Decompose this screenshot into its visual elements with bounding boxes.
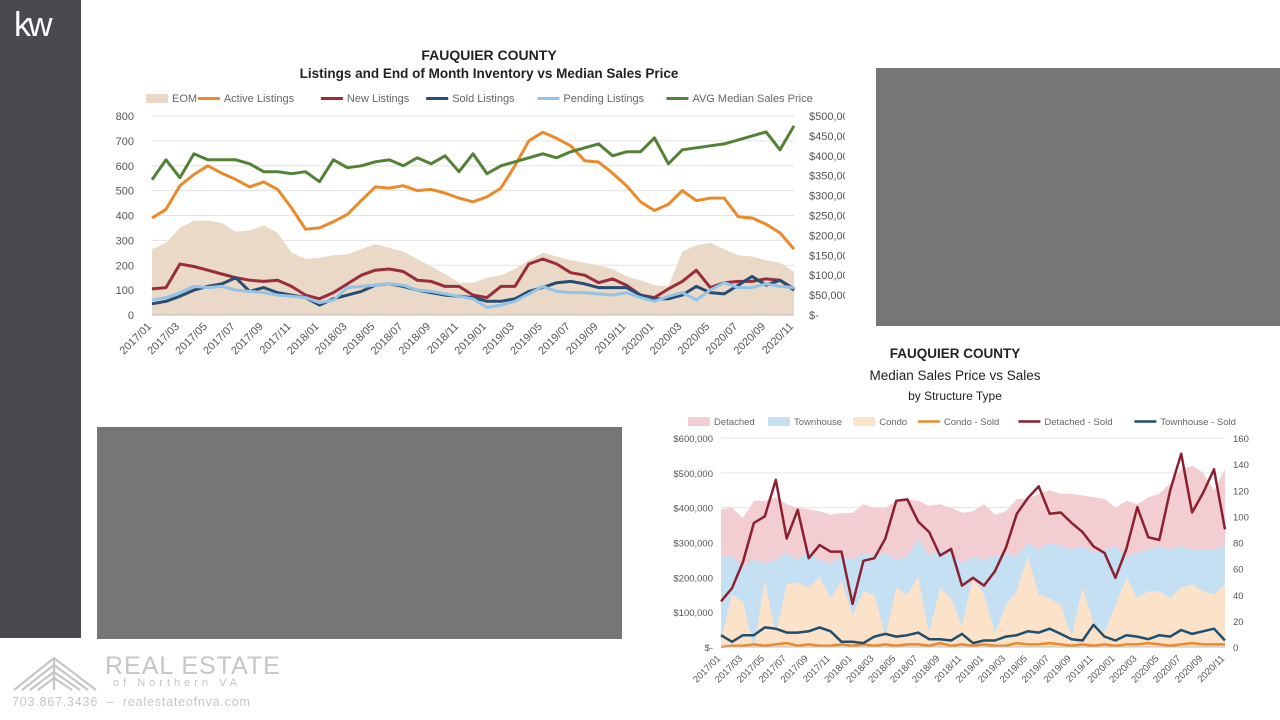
y-right-tick-label: 60 xyxy=(1233,565,1244,576)
y-right-tick-label: 20 xyxy=(1233,617,1244,628)
legend-swatch-detached xyxy=(688,417,710,426)
chart2-title: FAUQUIER COUNTY xyxy=(890,346,1021,361)
legend-label-detached-sold: Detached - Sold xyxy=(1044,417,1112,428)
y-left-tick-label: 500 xyxy=(116,186,134,198)
y-left-tick-label: 800 xyxy=(116,111,134,123)
series-line-detached-sold xyxy=(720,452,1227,606)
chart1-subtitle: Listings and End of Month Inventory vs M… xyxy=(300,66,679,81)
y-right-tick-label: 160 xyxy=(1233,434,1249,445)
y-left-tick-label: 0 xyxy=(128,310,134,322)
y-left-tick-label: 600 xyxy=(116,161,134,173)
legend-swatch-condo xyxy=(853,417,876,426)
chart-listings-inventory: FAUQUIER COUNTY Listings and End of Mont… xyxy=(116,47,845,357)
series-line-condo-sold xyxy=(720,641,1225,649)
chart1-title: FAUQUIER COUNTY xyxy=(421,47,557,63)
y-left-tick-label: $100,000 xyxy=(673,608,713,619)
y-right-tick-label: $150,000 xyxy=(809,250,845,262)
left-sidebar: kw xyxy=(0,0,81,638)
chart2-subtitle2: by Structure Type xyxy=(908,389,1002,403)
legend-label-townhouse: Townhouse xyxy=(794,417,842,428)
y-left-tick-label: 700 xyxy=(116,136,134,148)
y-right-tick-label: $300,000 xyxy=(809,191,845,203)
y-left-tick-label: 100 xyxy=(116,285,134,297)
legend-label-eom: EOM xyxy=(172,93,197,105)
series-line-pending-listings xyxy=(151,281,795,309)
y-right-tick-label: $- xyxy=(809,310,819,322)
legend-label-detached: Detached xyxy=(714,417,755,428)
legend-swatch-townhouse xyxy=(768,417,791,426)
y-right-tick-label: $500,000 xyxy=(809,111,845,123)
chart2-subtitle: Median Sales Price vs Sales xyxy=(869,368,1040,383)
y-left-tick-label: $300,000 xyxy=(673,539,713,550)
series-line-avg-median-sales-price xyxy=(150,125,796,184)
series-line-new-listings xyxy=(151,257,795,301)
y-left-tick-label: $500,000 xyxy=(673,469,713,480)
y-left-tick-label: 400 xyxy=(116,211,134,223)
y-right-tick-label: 40 xyxy=(1233,591,1244,602)
y-right-tick-label: $450,000 xyxy=(809,131,845,143)
website-link[interactable]: realestateofnva.com xyxy=(122,695,251,709)
y-right-tick-label: $100,000 xyxy=(809,270,845,282)
y-right-tick-label: $400,000 xyxy=(809,151,845,163)
legend-label-avg-median-sales-price: AVG Median Sales Price xyxy=(692,93,812,105)
y-right-tick-label: $50,000 xyxy=(809,290,845,302)
y-right-tick-label: $250,000 xyxy=(809,211,845,223)
legend-label-sold-listings: Sold Listings xyxy=(452,93,515,105)
legend-swatch-eom xyxy=(146,94,168,103)
chart-price-vs-sales: FAUQUIER COUNTY Median Sales Price vs Sa… xyxy=(673,346,1249,685)
y-right-tick-label: $350,000 xyxy=(809,171,845,183)
image-placeholder-top-right xyxy=(876,68,1280,326)
legend-label-condo-sold: Condo - Sold xyxy=(944,417,999,428)
phone-number: 703.867.3436 xyxy=(12,695,99,709)
y-right-tick-label: 140 xyxy=(1233,460,1249,471)
y-right-tick-label: 120 xyxy=(1233,486,1249,497)
legend-label-pending-listings: Pending Listings xyxy=(563,93,644,105)
contact-separator: – xyxy=(106,695,115,709)
series-line-active-listings xyxy=(151,130,796,251)
legend-label-new-listings: New Listings xyxy=(347,93,410,105)
y-left-tick-label: $200,000 xyxy=(673,573,713,584)
company-logo-roof-icon xyxy=(13,656,97,691)
series-area-condo xyxy=(721,556,1225,647)
y-right-tick-label: $200,000 xyxy=(809,230,845,242)
legend-label-condo: Condo xyxy=(879,417,907,428)
y-right-tick-label: 0 xyxy=(1233,643,1238,654)
y-right-tick-label: 100 xyxy=(1233,512,1249,523)
contact-line: 703.867.3436 – realestateofnva.com xyxy=(12,695,251,709)
y-right-tick-label: 80 xyxy=(1233,539,1244,550)
image-placeholder-bottom-left xyxy=(97,427,622,639)
company-region: of Northern VA xyxy=(113,677,241,689)
series-line-townhouse-sold xyxy=(720,623,1226,645)
y-left-tick-label: $400,000 xyxy=(673,504,713,515)
y-left-tick-label: $600,000 xyxy=(673,434,713,445)
kw-logo: kw xyxy=(14,6,53,44)
legend-label-active-listings: Active Listings xyxy=(224,93,295,105)
legend-label-townhouse-sold: Townhouse - Sold xyxy=(1160,417,1236,428)
y-left-tick-label: 300 xyxy=(116,235,134,247)
company-name: REAL ESTATE xyxy=(105,652,281,680)
y-left-tick-label: $- xyxy=(705,643,713,654)
y-left-tick-label: 200 xyxy=(116,260,134,272)
